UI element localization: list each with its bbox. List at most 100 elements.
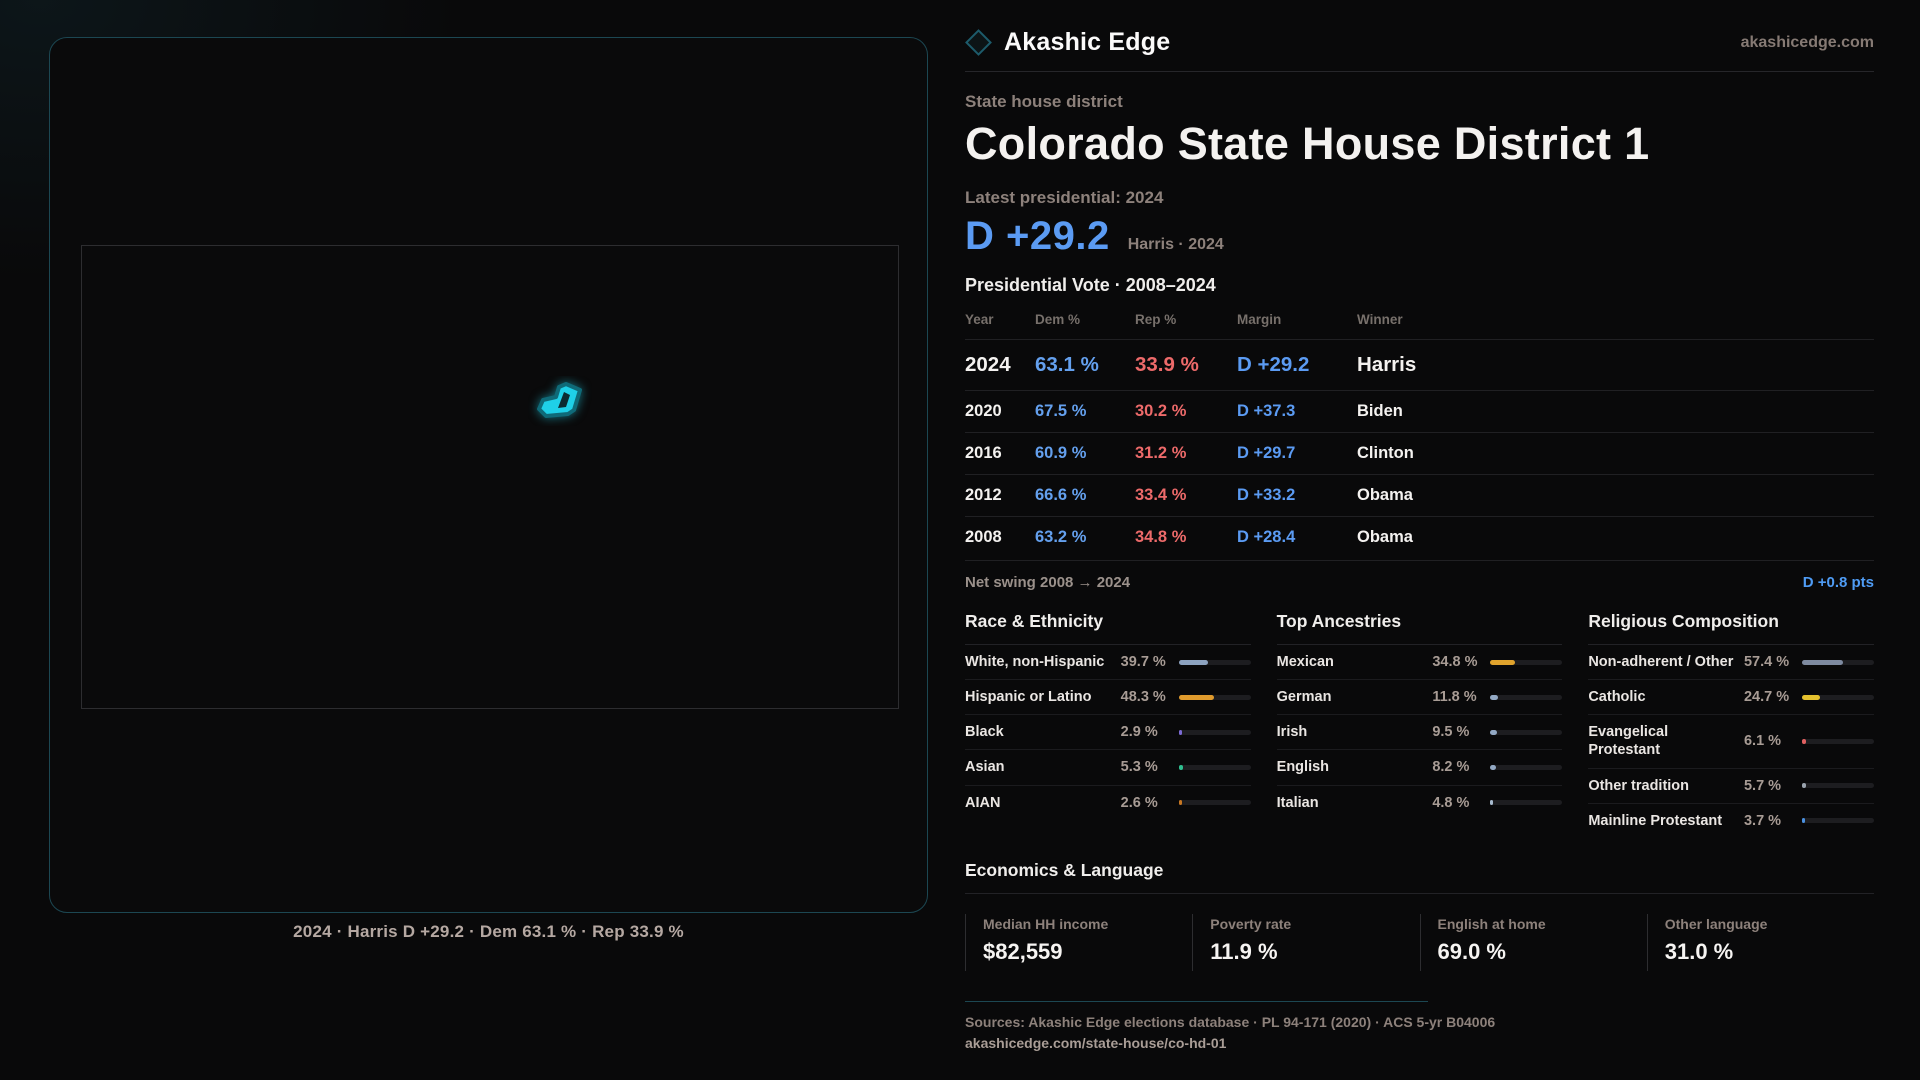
demographic-bar-fill (1801, 818, 1805, 824)
demographic-label: Catholic (1588, 689, 1646, 706)
cell-year: 2020 (965, 402, 1002, 420)
demographic-label: Evangelical Protestant (1588, 724, 1669, 759)
demographic-row: Non-adherent / Other 57.4 % (1588, 645, 1874, 681)
headline-margin-sub: Harris · 2024 (1127, 236, 1224, 253)
net-swing-value: D +0.8 pts (1802, 574, 1874, 591)
demographic-section-title: Religious Composition (1588, 611, 1874, 645)
demographics-grid: Race & Ethnicity White, non-Hispanic 39.7 … (965, 611, 1874, 838)
demographic-value: 6.1 % (1743, 733, 1782, 750)
cell-winner: Harris (1357, 353, 1417, 376)
economic-stat-label: English at home (1437, 915, 1546, 932)
demographic-row: Mexican 34.8 % (1276, 645, 1563, 681)
demographic-section-title: Race & Ethnicity (965, 611, 1251, 645)
demographic-label: Black (965, 724, 1004, 741)
demographic-row: Catholic 24.7 % (1588, 680, 1874, 716)
state-outline (81, 245, 899, 709)
district-shape[interactable] (528, 376, 592, 426)
demographic-label: Mainline Protestant (1588, 812, 1723, 829)
demographic-bar-fill (1801, 783, 1806, 789)
cell-winner: Obama (1357, 528, 1413, 546)
cell-year: 2008 (965, 528, 1002, 546)
cell-rep-pct: 34.8 % (1135, 528, 1187, 546)
district-map-panel (49, 37, 928, 913)
demographic-bar-fill (1178, 800, 1182, 806)
cell-margin: D +29.2 (1237, 353, 1310, 376)
demographic-label: Other tradition (1588, 777, 1690, 794)
demographic-label: White, non-Hispanic (965, 654, 1105, 670)
demographic-bar-track (1490, 729, 1563, 735)
vote-table-row: 2012 66.6 % 33.4 % D +33.2 Obama (965, 474, 1874, 516)
demographic-label: Irish (1276, 724, 1308, 741)
economic-stat-value: $82,559 (983, 938, 1063, 964)
demographic-value: 9.5 % (1432, 724, 1470, 741)
demographic-value: 5.3 % (1120, 759, 1158, 776)
vote-table-column-header: Dem % (1035, 312, 1081, 327)
vote-table: Year Dem % Rep % Margin Winner 2024 63.1 % 33.… (965, 308, 1874, 558)
demographic-bar-fill (1178, 764, 1183, 770)
demographic-value: 4.8 % (1432, 794, 1470, 811)
demographic-bar-track (1178, 800, 1251, 806)
cell-rep-pct: 33.4 % (1135, 486, 1187, 504)
economic-stat: Median HH income $82,559 (965, 913, 1192, 971)
demographic-value: 11.8 % (1432, 689, 1477, 706)
cell-winner: Obama (1357, 486, 1413, 504)
economic-stat-value: 31.0 % (1664, 938, 1734, 964)
net-swing-label: Net swing 2008 → 2024 (965, 574, 1131, 591)
demographic-value: 2.9 % (1120, 724, 1158, 741)
economic-stat: Poverty rate 11.9 % (1192, 913, 1419, 971)
footer-url-link[interactable]: akashicedge.com/state-house/co-hd-01 (965, 1034, 1227, 1051)
map-caption: 2024 · Harris D +29.2 · Dem 63.1 % · Rep… (293, 922, 684, 941)
economics-stats-row: Median HH income $82,559 Poverty rate 11.9 … (965, 913, 1874, 971)
demographic-section-title: Top Ancestries (1276, 611, 1563, 645)
demographic-bar-fill (1490, 659, 1516, 665)
demographic-row: Hispanic or Latino 48.3 % (965, 680, 1251, 716)
district-type-label: State house district (965, 92, 1123, 111)
demographic-value: 34.8 % (1432, 654, 1478, 671)
demographic-bar-fill (1490, 729, 1498, 735)
vote-table-row: 2024 63.1 % 33.9 % D +29.2 Harris (965, 339, 1874, 390)
cell-rep-pct: 30.2 % (1135, 402, 1187, 420)
economics-title: Economics & Language (965, 860, 1874, 894)
demographic-value: 3.7 % (1743, 812, 1782, 829)
demographic-value: 2.6 % (1120, 794, 1158, 811)
demographic-bar-track (1178, 694, 1251, 700)
cell-year: 2012 (965, 486, 1002, 504)
cell-margin: D +29.7 (1237, 444, 1296, 462)
demographic-bar-track (1178, 729, 1251, 735)
cell-margin: D +28.4 (1237, 528, 1296, 546)
latest-presidential-label: Latest presidential: 2024 (965, 188, 1164, 207)
demographic-value: 24.7 % (1743, 689, 1790, 706)
demographic-label: Non-adherent / Other (1588, 654, 1734, 670)
demographic-row: AIAN 2.6 % (965, 786, 1251, 820)
demographic-label: Hispanic or Latino (965, 689, 1092, 706)
demographic-bar-track (1801, 694, 1874, 700)
demographic-bar-track (1490, 764, 1563, 770)
brand-header: Akashic Edge akashicedge.com (965, 0, 1874, 57)
demographic-section: Top Ancestries Mexican 34.8 % German 11.8 % I… (1276, 611, 1563, 838)
demographic-bar-fill (1801, 659, 1843, 665)
brand-site-link[interactable]: akashicedge.com (1740, 33, 1874, 51)
vote-table-column-header: Year (965, 312, 994, 327)
cell-margin: D +37.3 (1237, 402, 1296, 420)
demographic-row: German 11.8 % (1276, 680, 1563, 716)
page-title: Colorado State House District 1 (965, 118, 1650, 169)
economic-stat-value: 69.0 % (1437, 938, 1507, 964)
demographic-label: Italian (1276, 794, 1319, 811)
cell-winner: Clinton (1357, 444, 1414, 462)
cell-margin: D +33.2 (1237, 486, 1296, 504)
demographic-bar-track (1490, 694, 1563, 700)
cell-dem-pct: 60.9 % (1035, 444, 1087, 462)
demographic-label: Mexican (1276, 654, 1334, 670)
demographic-bar-fill (1801, 694, 1820, 700)
brand-name: Akashic Edge (1004, 28, 1171, 56)
demographic-bar-fill (1490, 764, 1497, 770)
demographic-bar-fill (1178, 659, 1208, 665)
demographic-row: Mainline Protestant 3.7 % (1588, 804, 1874, 838)
brand-diamond-icon (965, 29, 992, 56)
vote-table-column-header: Rep % (1135, 312, 1177, 327)
economic-stat: Other language 31.0 % (1646, 913, 1874, 971)
demographic-bar-track (1801, 818, 1874, 824)
demographic-row: Italian 4.8 % (1277, 786, 1563, 820)
headline-margin-row: D +29.2 Harris · 2024 (965, 214, 1874, 259)
demographic-bar-track (1801, 738, 1874, 744)
